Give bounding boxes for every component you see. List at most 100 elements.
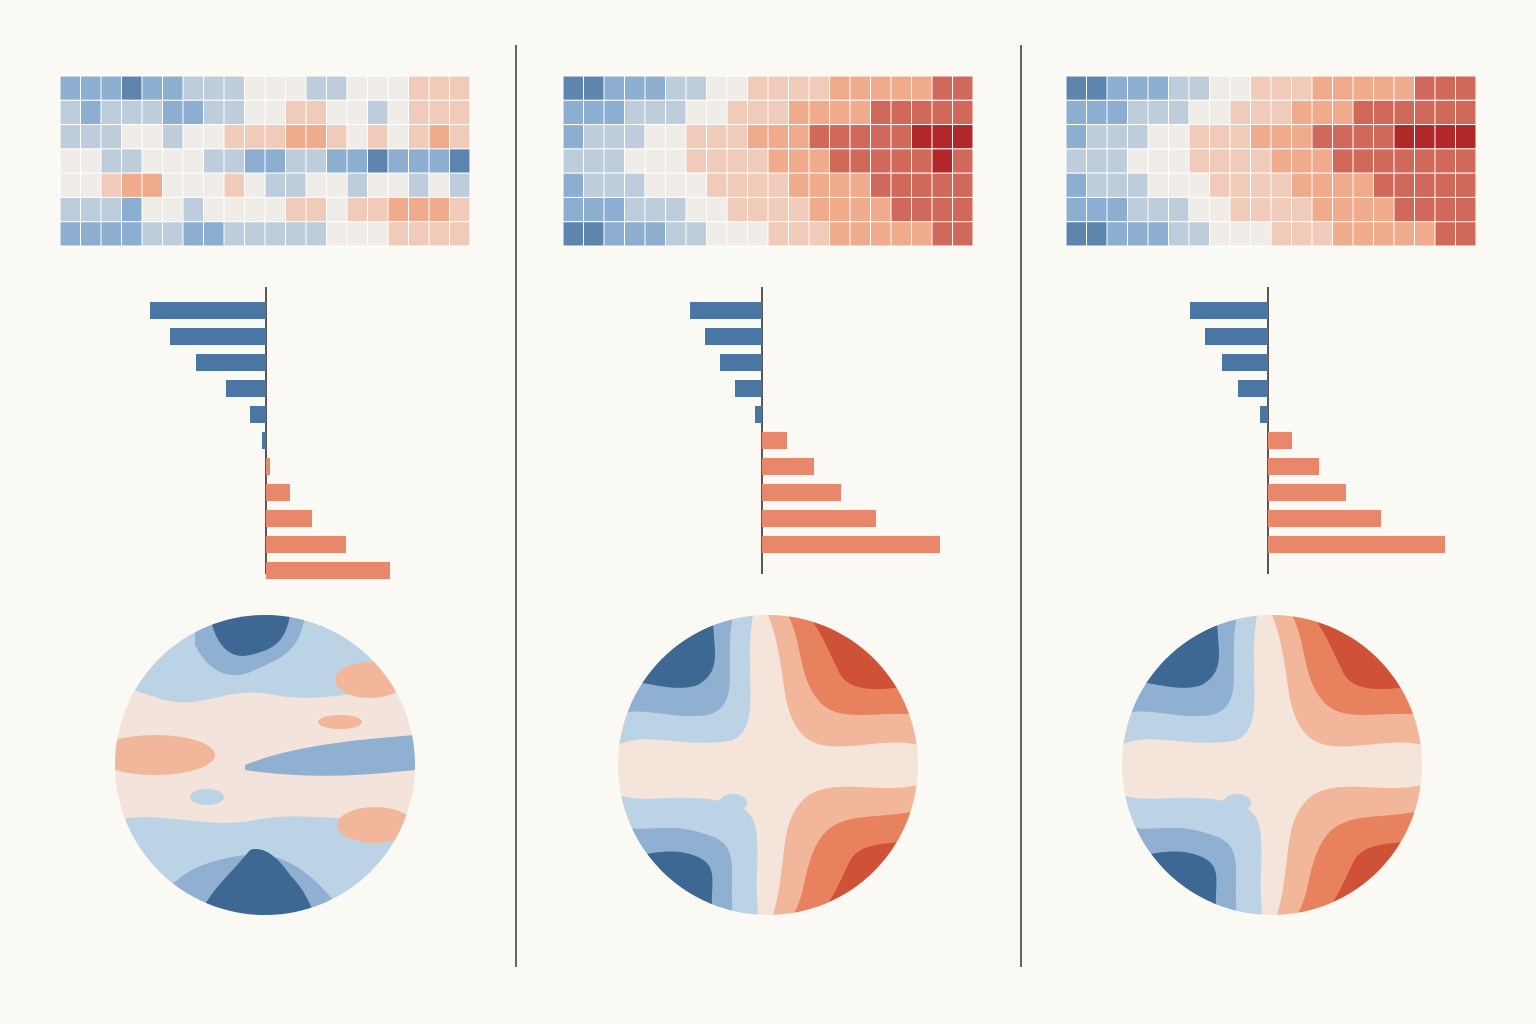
heatmap-cell [1147,99,1169,126]
heatmap-cell [1229,148,1251,174]
heatmap-cell [890,172,912,198]
heatmap-cell [1250,221,1272,247]
heatmap-cell [706,99,728,126]
heatmap-cell [1147,148,1169,174]
heatmap-cell [583,221,605,247]
heatmap-cell [162,75,184,101]
heatmap-cell [1352,99,1374,126]
heatmap-cell [1127,196,1149,223]
heatmap-cell [911,99,933,126]
heatmap-cell [1352,196,1374,223]
heatmap-cell [141,148,163,174]
heatmap-cell [182,172,204,198]
heatmap-cell [1229,124,1251,150]
heatmap-cell [1127,124,1149,150]
heatmap-cell [346,196,368,223]
heatmap-cell [767,196,789,223]
heatmap-cell [1168,172,1190,198]
heatmap-cell [182,75,204,101]
bar [226,380,266,397]
heatmap-cell [387,99,409,126]
heatmap-cell [931,221,953,247]
heatmap-cell [849,148,871,174]
heatmap-cell [100,75,122,101]
heatmap-cell [767,148,789,174]
heatmap-cell [1188,172,1210,198]
heatmap-cell [788,172,810,198]
heatmap-cell [562,196,584,223]
heatmap-cell [1455,75,1477,101]
heatmap-cell [685,148,707,174]
heatmap-cell [583,124,605,150]
heatmap-cell [1455,124,1477,150]
heatmap-cell [1270,172,1292,198]
heatmap-cell [285,172,307,198]
bar [690,302,762,319]
heatmap-cell [1065,172,1087,198]
heatmap-cell [59,148,81,174]
heatmap-cell [1291,221,1313,247]
heatmap-cell [1127,148,1149,174]
heatmap-cell [346,148,368,174]
heatmap-cell [603,172,625,198]
heatmap-cell [1106,99,1128,126]
bar [762,432,787,449]
heatmap-cell [870,172,892,198]
heatmap-cell [1455,196,1477,223]
heatmap-cell [1086,148,1108,174]
heatmap-cell [408,99,430,126]
bar [170,328,266,345]
heatmap-cell [428,99,450,126]
heatmap-cell [1127,75,1149,101]
heatmap-cell [326,221,348,247]
heatmap-cell [952,148,974,174]
heatmap-cell [1332,148,1354,174]
bar [150,302,266,319]
heatmap-cell [829,196,851,223]
heatmap-cell [1229,221,1251,247]
heatmap-cell [1434,196,1456,223]
heatmap-cell [767,172,789,198]
heatmap-cell [121,172,143,198]
bar [1268,510,1381,527]
heatmap-cell [603,75,625,101]
heatmap-cell [285,124,307,150]
heatmap-cell [1332,221,1354,247]
heatmap-cell [603,124,625,150]
heatmap-cell [264,172,286,198]
heatmap-cell [1188,196,1210,223]
heatmap-cell [624,148,646,174]
heatmap-cell [182,221,204,247]
heatmap-cell [1168,221,1190,247]
heatmap-cell [726,196,748,223]
heatmap-cell [931,172,953,198]
heatmap-cell [285,99,307,126]
heatmap-cell [624,221,646,247]
heatmap-cell [141,172,163,198]
heatmap-cell [162,221,184,247]
heatmap-cell [162,172,184,198]
heatmap-cell [1270,221,1292,247]
heatmap-cell [1393,75,1415,101]
heatmap-cell [808,221,830,247]
heatmap-cell [449,99,471,126]
bar [1268,484,1346,501]
heatmap-cell [1373,75,1395,101]
heatmap-cell [305,148,327,174]
heatmap-cell [665,172,687,198]
heatmap-cell [1147,124,1169,150]
heatmap-cell [59,221,81,247]
heatmap-cell [829,99,851,126]
heatmap-cell [1065,124,1087,150]
heatmap-cell [264,196,286,223]
heatmap-cell [1106,221,1128,247]
heatmap-cell [244,221,266,247]
heatmap-cell [1455,172,1477,198]
heatmap-cell [223,196,245,223]
heatmap-cell [1332,172,1354,198]
bar [266,484,290,501]
heatmap-cell [59,196,81,223]
heatmap-cell [1332,196,1354,223]
heatmap-cell [890,221,912,247]
heatmap-cell [1270,148,1292,174]
